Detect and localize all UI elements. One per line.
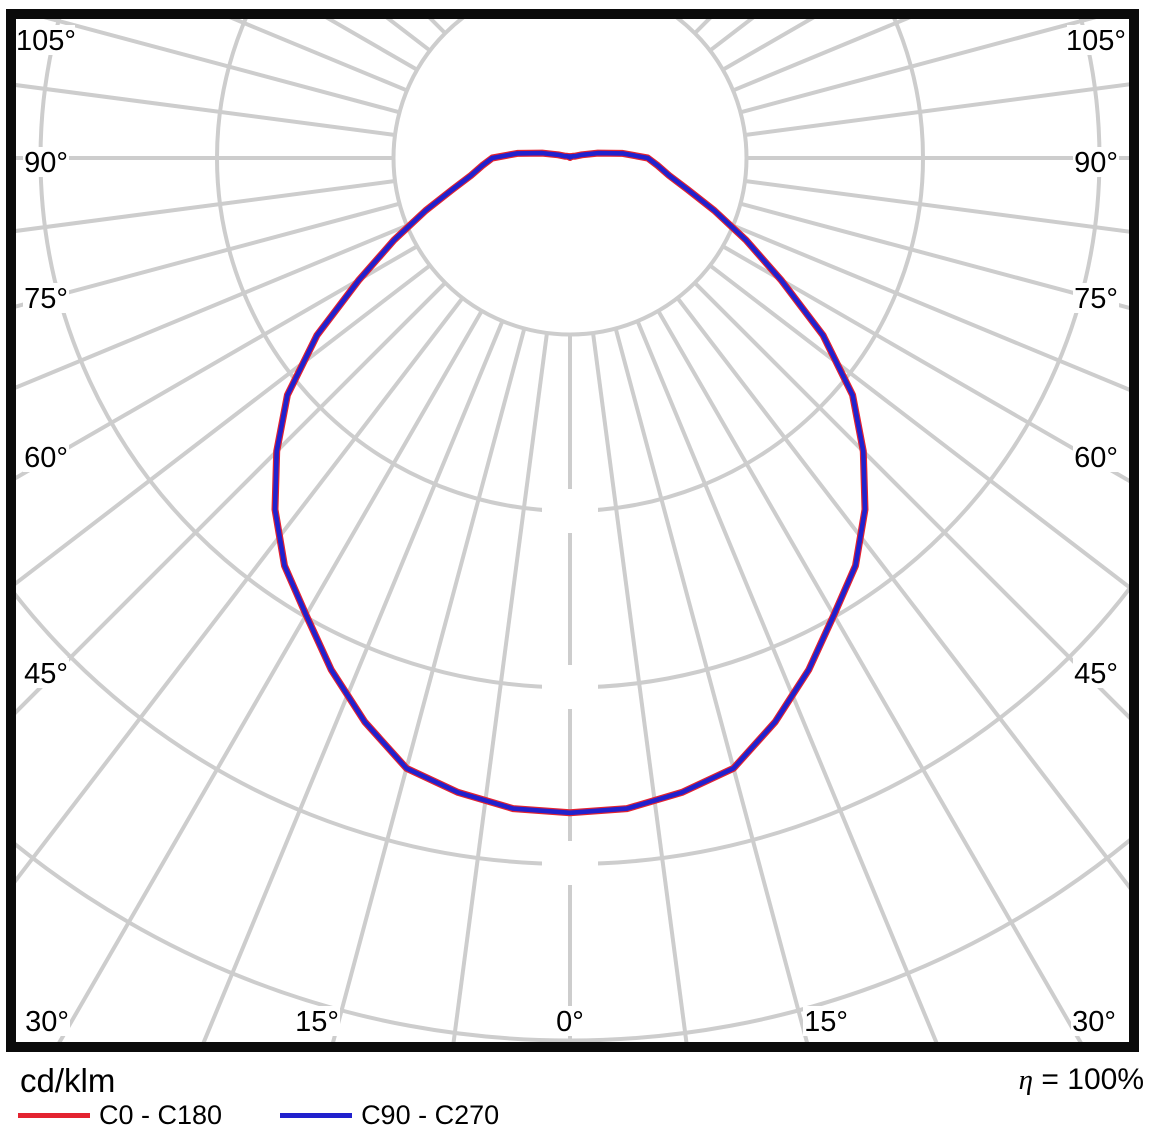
grid-radial-line — [721, 244, 1129, 484]
angle-label: 45° — [24, 658, 68, 690]
grid-radial-line — [16, 296, 465, 884]
grid-radial-line — [693, 281, 1129, 720]
angle-label-backing — [24, 1006, 70, 1036]
angle-label-backing — [803, 1006, 849, 1036]
angle-label: 105° — [16, 25, 76, 57]
legend-label-c90-c270: C90 - C270 — [361, 1099, 500, 1130]
grid-radial-line — [331, 327, 527, 1042]
angle-label: 30° — [25, 1006, 69, 1038]
grid-radial-line — [16, 281, 447, 715]
grid-radial-line — [739, 19, 1097, 115]
legend-label-c0-c180: C0 - C180 — [99, 1099, 223, 1130]
grid-radial-line — [675, 296, 1129, 890]
grid-radial-line — [16, 263, 432, 586]
angle-label: 60° — [1074, 442, 1118, 474]
grid-radial-line — [201, 320, 505, 1042]
angle-label: 105° — [1066, 25, 1126, 57]
grid-radial-line — [43, 19, 401, 115]
grid-radial-line — [451, 332, 549, 1042]
angle-label: 15° — [295, 1006, 339, 1038]
angle-label-backing — [1073, 283, 1119, 313]
grid-radial-line — [744, 179, 1129, 234]
angle-label: 75° — [1074, 283, 1118, 315]
grid-radial-line — [739, 201, 1129, 310]
grid-radial-line — [16, 223, 408, 390]
grid-radial-line — [708, 263, 1129, 590]
angle-label: 0° — [556, 1006, 584, 1038]
grid-radial-line — [16, 201, 401, 309]
angle-label-backing — [1067, 25, 1125, 55]
grid-radial-line — [635, 320, 939, 1042]
legend-item-c90-c270: C90 - C270 — [280, 1100, 499, 1131]
angle-label: 90° — [1074, 147, 1118, 179]
angle-label-backing — [294, 1006, 340, 1036]
angle-label-backing — [23, 283, 69, 313]
efficiency-label: η = 100% — [1019, 1063, 1144, 1097]
grid-radial-line — [57, 309, 484, 1042]
legend: C0 - C180 C90 - C270 — [18, 1100, 557, 1130]
ring-label-knockout — [542, 841, 598, 885]
legend-line-c0-c180 — [18, 1112, 90, 1118]
grid-radial-line — [591, 332, 689, 1042]
unit-label: cd/klm — [20, 1062, 116, 1099]
grid-radial-line — [732, 223, 1129, 392]
angle-label-backing — [17, 25, 75, 55]
grid-radial-line — [16, 244, 419, 481]
grid-radial-line — [16, 83, 396, 137]
plot-border — [6, 9, 1139, 1052]
eta-equals: = — [1041, 1063, 1059, 1096]
angle-label: 15° — [804, 1006, 848, 1038]
ring-label-knockout — [542, 489, 598, 533]
ring-label-knockout — [542, 665, 598, 709]
angle-label-backing — [1073, 147, 1119, 177]
angle-label: 75° — [24, 283, 68, 315]
grid-radial-line — [744, 82, 1129, 137]
angle-label: 90° — [24, 147, 68, 179]
legend-item-c0-c180: C0 - C180 — [18, 1100, 222, 1131]
angle-label-backing — [552, 1006, 588, 1036]
angle-label-backing — [1073, 658, 1119, 688]
curve-c90-c270 — [272, 150, 868, 816]
angle-label-backing — [1073, 442, 1119, 472]
angle-label-backing — [1071, 1006, 1117, 1036]
grid-radial-line — [613, 327, 809, 1042]
angle-label-backing — [23, 658, 69, 688]
angle-label: 60° — [24, 442, 68, 474]
eta-value: 100% — [1067, 1063, 1144, 1096]
angle-label: 45° — [1074, 658, 1118, 690]
legend-line-c90-c270 — [280, 1112, 353, 1118]
grid-radial-line — [16, 179, 396, 233]
angle-label-backing — [23, 442, 69, 472]
eta-symbol: η — [1018, 1064, 1034, 1096]
angle-label-backing — [23, 147, 69, 177]
grid-radial-line — [656, 309, 1083, 1042]
angle-label: 30° — [1072, 1006, 1116, 1038]
